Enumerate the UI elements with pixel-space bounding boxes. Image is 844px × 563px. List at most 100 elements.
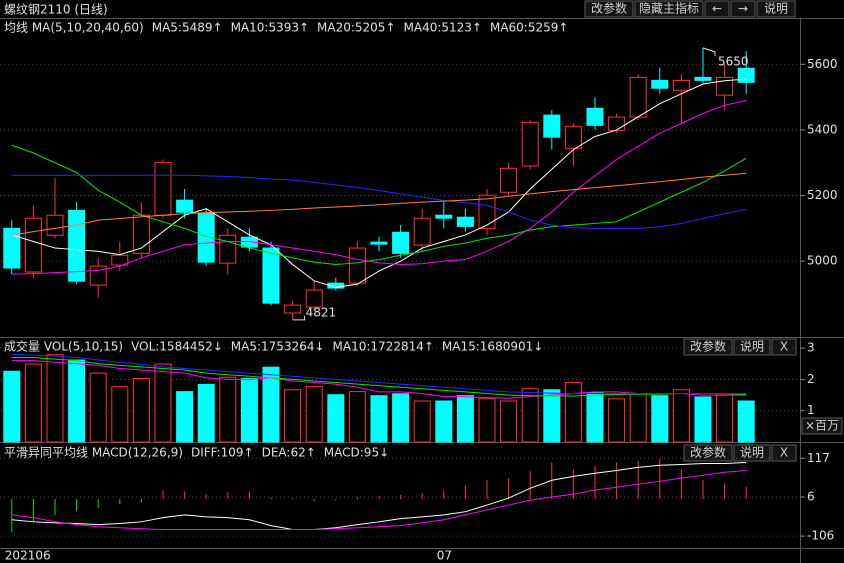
button-label[interactable]: 说明 xyxy=(740,339,764,354)
ma-line xyxy=(11,99,747,275)
ma-line xyxy=(11,144,747,265)
candle-body xyxy=(694,76,712,81)
legend-entry: 均线 MA(5,10,20,40,60) xyxy=(4,21,144,35)
volume-bar xyxy=(284,389,302,443)
y-tick-label: 117 xyxy=(807,451,830,465)
button[interactable]: X xyxy=(771,338,797,356)
volume-bar xyxy=(716,393,734,443)
y-tick-label: 5400 xyxy=(807,122,838,136)
legend-entry: MA10:5393↑ xyxy=(231,21,309,35)
candle-body xyxy=(456,216,474,227)
ma-line xyxy=(11,78,747,288)
candle-body xyxy=(672,79,690,91)
y-tick-label: 6 xyxy=(807,490,815,504)
volume-bar xyxy=(305,386,323,443)
button-label[interactable]: 说明 xyxy=(764,1,788,16)
volume-bar xyxy=(435,400,453,443)
button-label[interactable]: 隐藏主指标 xyxy=(639,1,699,16)
candle-body xyxy=(521,121,539,167)
legend-entry: MA5:1753264↓ xyxy=(231,340,325,354)
button[interactable]: 改参数 xyxy=(584,0,634,18)
min-label: 4821 xyxy=(306,305,337,319)
candle-body xyxy=(651,79,669,89)
candle-body xyxy=(305,289,323,308)
ma-line xyxy=(11,174,747,229)
button-label[interactable]: 改参数 xyxy=(690,339,726,354)
button[interactable]: ← xyxy=(704,0,730,18)
candle-body xyxy=(629,76,647,118)
legend-entry: MACD:95↓ xyxy=(324,446,389,460)
max-leader xyxy=(702,47,716,56)
unit-box: ×百万 xyxy=(801,417,843,435)
volume-bar xyxy=(370,395,388,443)
button[interactable]: 说明 xyxy=(733,444,771,462)
legend-entry: 成交量 VOL(5,10,15) xyxy=(4,339,123,354)
y-tick-label: 5600 xyxy=(807,57,838,71)
button[interactable]: 改参数 xyxy=(683,444,733,462)
legend-entry: MA15:1680901↓ xyxy=(442,340,543,354)
y-tick-label: 5200 xyxy=(807,188,838,202)
volume-bar xyxy=(327,394,345,443)
candle-body xyxy=(46,214,64,236)
volume-bar xyxy=(564,382,582,443)
volume-bar xyxy=(543,389,561,443)
x-tick-label: 202106 xyxy=(5,549,51,563)
volume-bar xyxy=(68,359,86,443)
volume-bar xyxy=(219,376,237,443)
candle-body xyxy=(176,199,194,213)
ma-line xyxy=(11,353,747,394)
volume-bar xyxy=(154,363,172,443)
candle-body xyxy=(478,194,496,229)
button-label[interactable]: X xyxy=(780,446,788,460)
volume-bar xyxy=(176,391,194,443)
legend-entry: 平滑异同平均线 MACD(12,26,9) xyxy=(4,446,183,460)
legend-entry: MA10:1722814↑ xyxy=(333,340,434,354)
button-label[interactable]: 改参数 xyxy=(591,1,627,16)
volume-bar xyxy=(672,389,690,443)
instrument-title: 螺纹钢2110 (日线) xyxy=(4,3,108,17)
volume-bar xyxy=(651,395,669,443)
volume-bar xyxy=(348,391,366,443)
candle-body xyxy=(284,304,302,314)
ma-line xyxy=(11,357,747,397)
button-label[interactable]: → xyxy=(738,2,748,16)
legend-entry: MA20:5205↑ xyxy=(317,21,395,35)
y-tick-label: 1 xyxy=(807,403,815,417)
legend-entry: VOL:1584452↓ xyxy=(131,340,223,354)
min-leader xyxy=(292,315,306,321)
candle-body xyxy=(3,227,21,269)
button-label[interactable]: 改参数 xyxy=(690,445,726,460)
max-label: 5650 xyxy=(718,54,749,68)
button[interactable]: 改参数 xyxy=(683,338,733,356)
button-label[interactable]: X xyxy=(780,340,788,354)
button[interactable]: 说明 xyxy=(756,0,796,18)
legend-entry: DIFF:109↑ xyxy=(191,446,254,460)
legend-entry: MA40:5123↑ xyxy=(404,21,482,35)
x-tick-label: 07 xyxy=(437,549,452,563)
candle-body xyxy=(370,241,388,245)
candle-body xyxy=(327,282,345,289)
y-tick-label: 3 xyxy=(807,341,815,355)
volume-bar xyxy=(132,377,150,443)
button[interactable]: X xyxy=(771,444,797,462)
volume-bar xyxy=(500,400,518,443)
button[interactable]: 隐藏主指标 xyxy=(634,0,704,18)
volume-bar xyxy=(737,400,755,443)
button[interactable]: 说明 xyxy=(733,338,771,356)
y-tick-label: 2 xyxy=(807,372,815,386)
candle-body xyxy=(197,212,215,263)
button-label[interactable]: 说明 xyxy=(740,445,764,460)
button-label[interactable]: ← xyxy=(712,2,722,16)
button[interactable]: → xyxy=(730,0,756,18)
volume-bar xyxy=(89,372,107,443)
volume-bar xyxy=(197,383,215,443)
volume-bar xyxy=(478,398,496,443)
y-tick-label: 5000 xyxy=(807,254,838,268)
volume-bar xyxy=(694,396,712,443)
y-tick-label: -106 xyxy=(807,529,834,543)
ma-line xyxy=(11,469,747,530)
candle-body xyxy=(716,76,734,96)
candle-body xyxy=(500,167,518,193)
